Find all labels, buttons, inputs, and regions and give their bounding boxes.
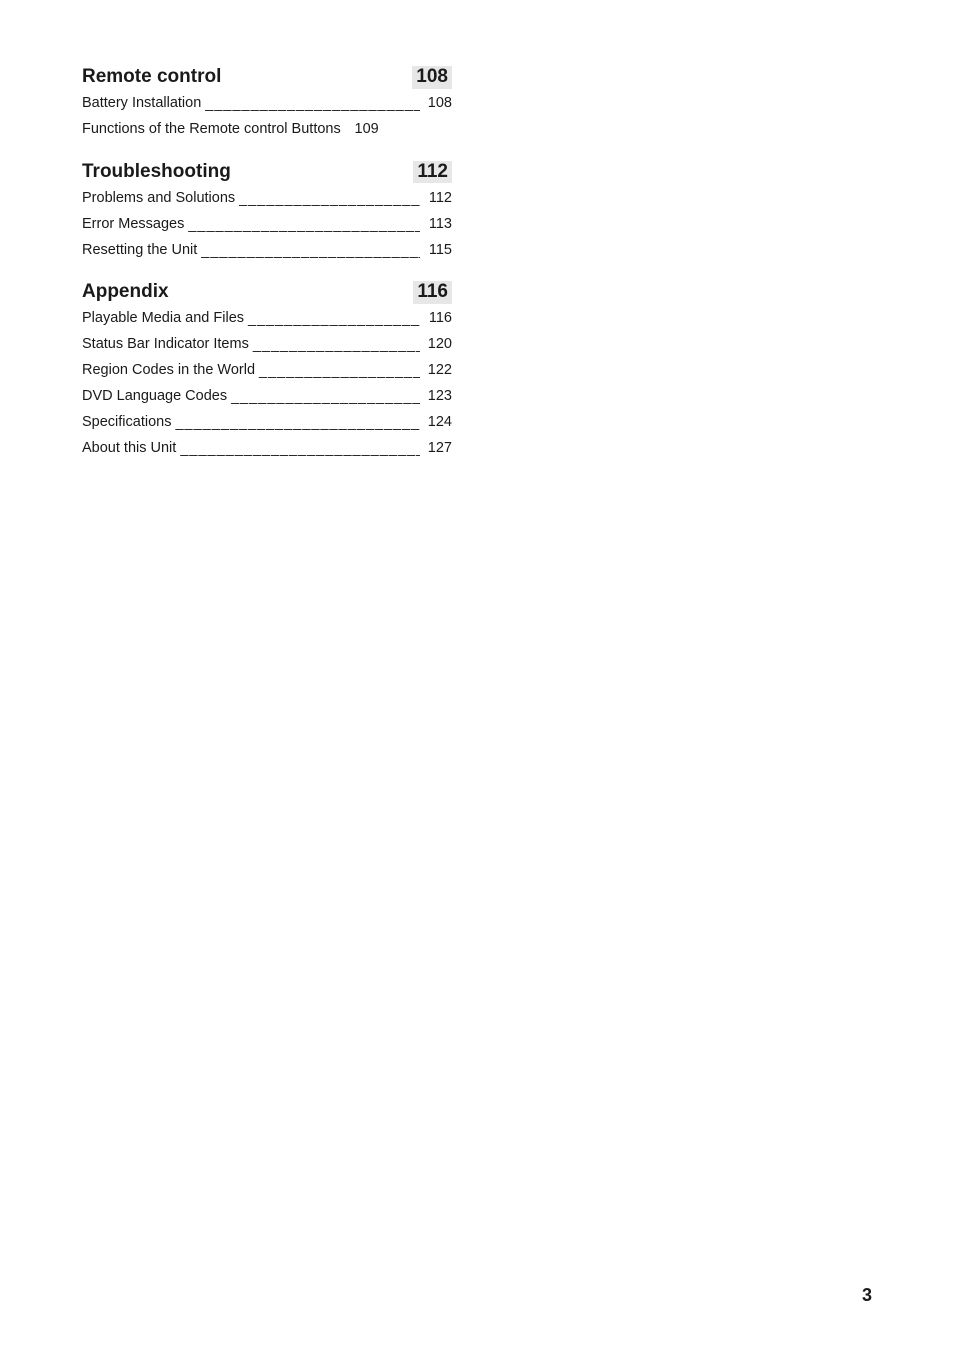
toc-entry-page: 124	[420, 413, 452, 432]
toc-entry-leader: ________________________________________…	[235, 190, 420, 209]
toc-entry-leader: ________________________________________…	[176, 440, 420, 459]
toc-section-page: 116	[413, 281, 452, 304]
toc-entry-leader: ________________________________________…	[184, 216, 420, 235]
toc-entry-label: DVD Language Codes	[82, 387, 227, 406]
toc-entry-page: 120	[420, 335, 452, 354]
toc-section-page: 112	[413, 161, 452, 184]
toc-section: Troubleshooting112Problems and Solutions…	[82, 157, 452, 263]
toc-entry-leader: ________________________________________…	[171, 414, 420, 433]
toc-entry: Error Messages__________________________…	[82, 211, 452, 237]
toc-entry: Region Codes in the World_______________…	[82, 358, 452, 384]
toc-entry-page: 112	[420, 189, 452, 208]
toc-section-header: Remote control 108	[82, 62, 452, 91]
toc-entry-page: 127	[420, 439, 452, 458]
toc-entry-label: Problems and Solutions	[82, 189, 235, 208]
toc-section: Appendix116Playable Media and Files_____…	[82, 277, 452, 461]
toc-entry-label: Battery Installation	[82, 94, 201, 113]
toc-entry: Status Bar Indicator Items______________…	[82, 332, 452, 358]
toc-entry: Functions of the Remote control Buttons 1…	[82, 117, 452, 143]
toc-entry: Playable Media and Files________________…	[82, 306, 452, 332]
toc-entry-label: Playable Media and Files	[82, 309, 244, 328]
toc-entry-page: 113	[420, 215, 452, 234]
toc-entry-leader: ________________________________________…	[255, 362, 420, 381]
toc-entry-page: 123	[420, 387, 452, 406]
page: Remote control108Battery Installation___…	[0, 0, 954, 1354]
toc-entry-leader: ________________________________________…	[201, 95, 420, 114]
toc-entry-label: Resetting the Unit	[82, 241, 197, 260]
toc-entry-label: Region Codes in the World	[82, 361, 255, 380]
toc-entry-leader: ________________________________________…	[197, 242, 420, 261]
toc-entry-page: 108	[420, 94, 452, 113]
toc-section-page: 108	[412, 66, 452, 89]
toc-section: Remote control108Battery Installation___…	[82, 62, 452, 143]
toc-section-header: Appendix 116	[82, 277, 452, 306]
toc-entry-page: 109	[347, 120, 379, 139]
toc-entry-label: Specifications	[82, 413, 171, 432]
toc-entry: Resetting the Unit______________________…	[82, 237, 452, 263]
toc-entry: About this Unit_________________________…	[82, 435, 452, 461]
toc-entry: Problems and Solutions__________________…	[82, 185, 452, 211]
toc-entry: Battery Installation____________________…	[82, 91, 452, 117]
toc-entry-leader: ________________________________________…	[244, 310, 420, 329]
toc-entry-page: 116	[420, 309, 452, 328]
toc-entry-page: 115	[420, 241, 452, 260]
toc-section-header: Troubleshooting 112	[82, 157, 452, 186]
toc-section-title: Remote control	[82, 66, 221, 88]
toc-entry: DVD Language Codes______________________…	[82, 383, 452, 409]
toc-entry-label: Error Messages	[82, 215, 184, 234]
toc-entry-label: Status Bar Indicator Items	[82, 335, 249, 354]
toc-entry-label: About this Unit	[82, 439, 176, 458]
toc-entry-page: 122	[420, 361, 452, 380]
toc-entry-leader: ________________________________________…	[249, 336, 420, 355]
toc-section-title: Troubleshooting	[82, 161, 231, 183]
toc-entry-label: Functions of the Remote control Buttons	[82, 120, 341, 139]
table-of-contents: Remote control108Battery Installation___…	[82, 62, 452, 461]
page-number: 3	[862, 1285, 872, 1306]
toc-entry-leader: ________________________________________…	[227, 388, 420, 407]
toc-entry: Specifications__________________________…	[82, 409, 452, 435]
toc-section-title: Appendix	[82, 281, 169, 303]
